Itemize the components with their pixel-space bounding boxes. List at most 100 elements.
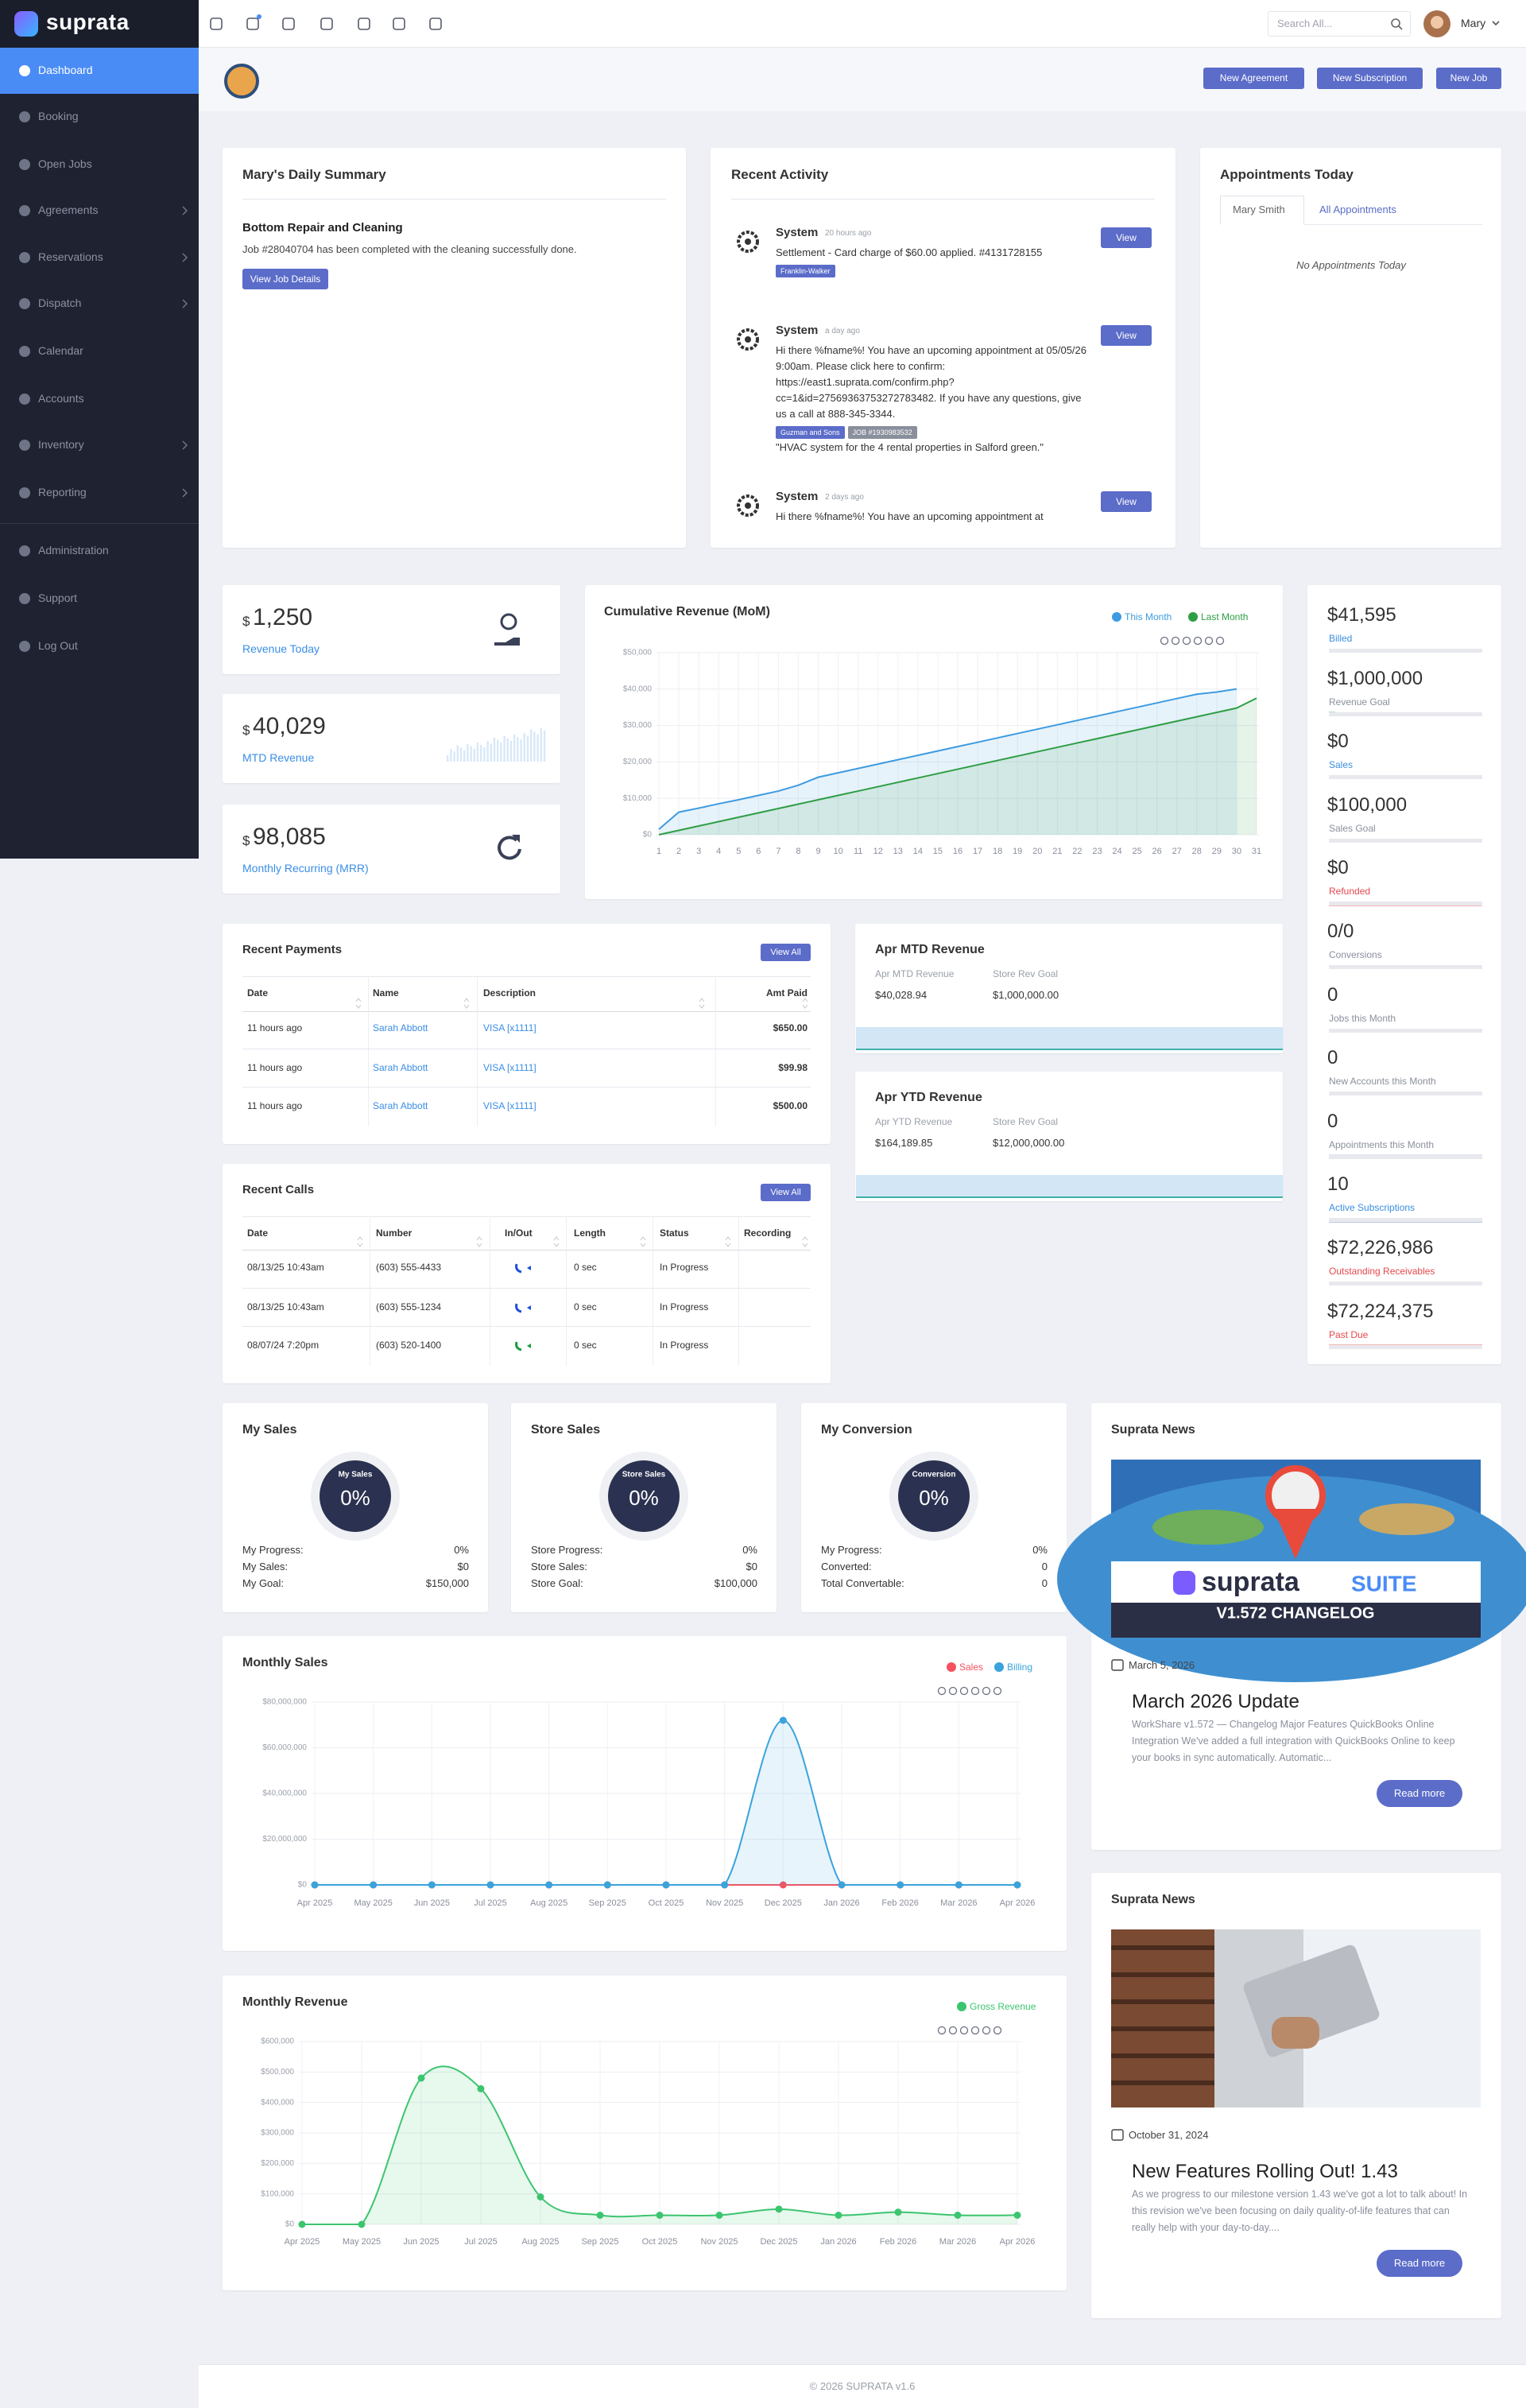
activity-note: "HVAC system for the 4 rental properties… (776, 441, 1044, 453)
gauge-row-value: 0% (742, 1544, 757, 1556)
x-tick-label: Apr 2026 (1000, 2237, 1036, 2247)
nav-item[interactable]: Dashboard (38, 64, 93, 76)
news-image-shelf (1111, 2080, 1214, 2085)
kpi-icon (498, 836, 521, 860)
header-button[interactable]: New Subscription (1317, 68, 1423, 89)
card-title: Suprata News (1111, 1423, 1195, 1437)
nav-arrow (182, 253, 188, 262)
activity-view-button[interactable]: View (1101, 325, 1152, 346)
user-name[interactable]: Mary (1461, 17, 1486, 29)
sidebar (0, 0, 199, 859)
card-title: Store Sales (531, 1423, 601, 1437)
x-tick-label: 11 (854, 847, 862, 856)
company-logo (224, 64, 259, 99)
x-tick-label: 27 (1172, 847, 1182, 856)
divider (242, 1250, 811, 1251)
chart-toolbar-icon (1160, 636, 1169, 646)
divider (242, 1011, 811, 1012)
header-button[interactable]: New Job (1436, 68, 1501, 89)
x-tick-label: 29 (1212, 847, 1222, 856)
y-tick-label: $0 (643, 831, 653, 840)
nav-item[interactable]: Dispatch (38, 297, 82, 309)
nav-item[interactable]: Accounts (38, 392, 84, 405)
job-text: Job #28040704 has been completed with th… (242, 243, 577, 255)
search-placeholder[interactable]: Search All... (1277, 17, 1333, 29)
activity-tags: Franklin-Walker (776, 262, 1094, 278)
x-tick-label: 19 (1013, 847, 1022, 856)
gauge-row-label: My Goal: (242, 1577, 285, 1589)
nav-item[interactable]: Reservations (38, 250, 103, 263)
news-text: As we progress to our milestone version … (1132, 2189, 1468, 2233)
view-all-button[interactable]: View All (761, 1184, 811, 1201)
sparkline-bar (447, 755, 449, 762)
news-image-land (1152, 1510, 1264, 1545)
gauge-row-label: My Progress: (821, 1544, 882, 1556)
column-header: Recording (744, 1227, 792, 1239)
activity-tag[interactable]: Guzman and Sons (776, 426, 845, 439)
nav-item[interactable]: Agreements (38, 204, 99, 216)
nav-icon (19, 641, 30, 652)
revenue-progress (856, 1027, 1283, 1050)
nav-item[interactable]: Log Out (38, 639, 78, 652)
nav-arrow (182, 440, 188, 450)
view-job-button[interactable]: View Job Details (242, 269, 328, 289)
kpi-amount: 40,029 (253, 713, 326, 739)
tab[interactable]: Mary Smith (1233, 204, 1285, 215)
nav-item[interactable]: Calendar (38, 344, 83, 357)
stat-track (1329, 712, 1482, 716)
page-header (199, 48, 1526, 111)
x-tick-label: Jul 2025 (464, 2237, 498, 2247)
activity-view-button[interactable]: View (1101, 491, 1152, 512)
series-point (417, 2074, 425, 2082)
x-tick-label: Nov 2025 (700, 2237, 738, 2247)
x-tick-label: 2 (676, 847, 681, 856)
divider (242, 1288, 811, 1289)
table-cell: Sarah Abbott (373, 1062, 428, 1073)
view-all-button[interactable]: View All (761, 944, 811, 961)
footer (199, 2364, 1526, 2408)
series-point (897, 1881, 904, 1889)
nav-item[interactable]: Support (38, 591, 78, 604)
x-tick-label: Feb 2026 (880, 2237, 916, 2247)
x-tick-label: 1 (656, 847, 661, 856)
nav-item[interactable]: Administration (38, 544, 109, 556)
revenue-label: Apr MTD Revenue (875, 968, 955, 979)
nav-item[interactable]: Reporting (38, 486, 87, 498)
table-cell: 11 hours ago (247, 1022, 303, 1033)
activity-tag[interactable]: JOB #1930983532 (847, 426, 917, 439)
activity-tag[interactable]: Franklin-Walker (776, 265, 835, 277)
x-tick-label: 6 (756, 847, 761, 856)
tab-active (1220, 196, 1304, 225)
stat-track (1329, 1092, 1482, 1096)
news-image-pin (1273, 1509, 1318, 1559)
header-button[interactable]: New Agreement (1203, 68, 1304, 89)
sparkline-bar (483, 747, 486, 762)
activity-view-button[interactable]: View (1101, 227, 1152, 248)
gauge-center (320, 1460, 391, 1532)
read-more-button[interactable]: Read more (1377, 1780, 1462, 1807)
x-tick-label: 20 (1032, 847, 1042, 856)
toolbar-icon (246, 17, 259, 30)
gauge-value: 0% (629, 1486, 659, 1510)
read-more-button[interactable]: Read more (1377, 2250, 1462, 2277)
nav-item[interactable]: Inventory (38, 438, 84, 451)
card-title: Apr YTD Revenue (875, 1091, 982, 1104)
stat-track (1329, 1282, 1482, 1285)
x-tick-label: Sep 2025 (581, 2237, 618, 2247)
x-tick-label: 18 (993, 847, 1002, 856)
kpi-card (223, 585, 560, 674)
nav-item[interactable]: Open Jobs (38, 157, 92, 170)
search-icon (1398, 25, 1403, 30)
activity-text: Hi there %fname%! You have an upcoming a… (776, 344, 1086, 420)
sparkline-bar (467, 743, 469, 762)
table-cell: 11 hours ago (247, 1100, 303, 1111)
tab[interactable]: All Appointments (1319, 204, 1396, 215)
table-cell: 08/13/25 10:43am (247, 1262, 324, 1273)
sparkline-bar (540, 727, 542, 762)
nav-item[interactable]: Booking (38, 110, 79, 122)
stat-value: 10 (1327, 1173, 1349, 1196)
stat-value: $72,224,375 (1327, 1300, 1434, 1322)
activity-body: Settlement - Card charge of $60.00 appli… (776, 245, 1094, 278)
